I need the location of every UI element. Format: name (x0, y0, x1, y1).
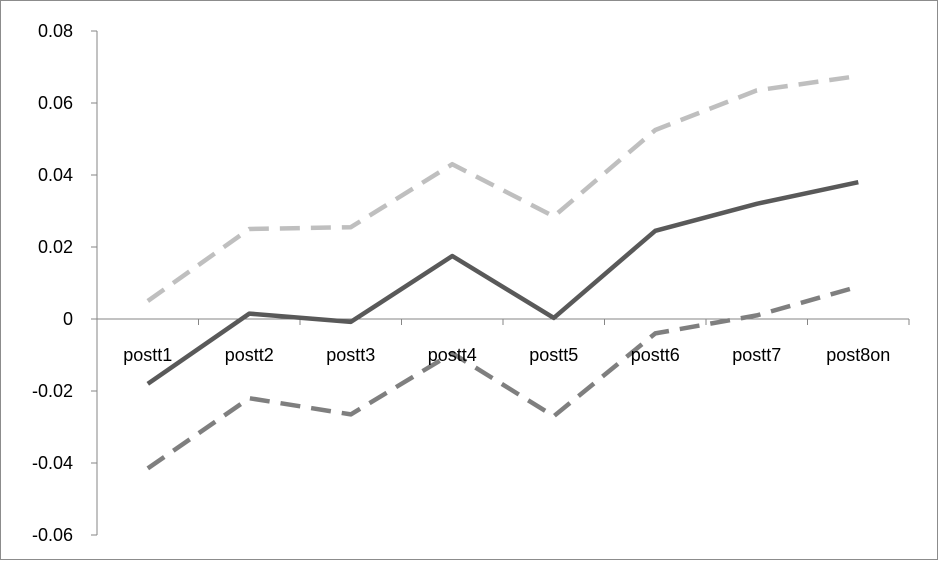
y-tick-label: 0.08 (38, 21, 73, 41)
x-tick-label: postt5 (529, 345, 578, 365)
y-tick-label: -0.06 (32, 525, 73, 545)
y-tick-label: -0.04 (32, 453, 73, 473)
x-tick-label: postt2 (225, 345, 274, 365)
x-tick-label: postt1 (123, 345, 172, 365)
y-tick-label: 0.02 (38, 237, 73, 257)
x-tick-label: post8on (826, 345, 890, 365)
series-line-lower (146, 284, 859, 471)
x-tick-label: postt7 (732, 345, 781, 365)
y-tick-label: 0.06 (38, 93, 73, 113)
x-tick-label: postt4 (428, 345, 477, 365)
x-tick-label: postt6 (631, 345, 680, 365)
y-tick-label: 0 (63, 309, 73, 329)
series-line-estimate (146, 179, 859, 386)
y-tick-label: -0.02 (32, 381, 73, 401)
series-line-upper (146, 73, 859, 303)
y-tick-label: 0.04 (38, 165, 73, 185)
x-tick-label: postt3 (326, 345, 375, 365)
